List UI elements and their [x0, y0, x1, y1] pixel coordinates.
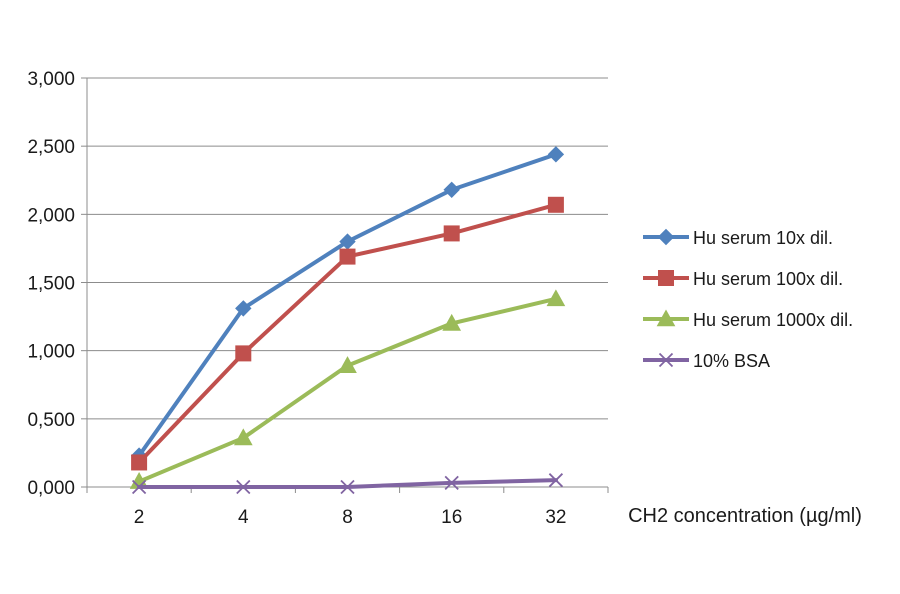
legend-label: 10% BSA [693, 351, 770, 371]
y-tick-label: 3,000 [27, 69, 75, 90]
data-point [548, 473, 564, 488]
data-point [235, 345, 252, 362]
legend-label: Hu serum 1000x dil. [693, 310, 853, 330]
gridlines [81, 77, 608, 488]
legend-item: Hu serum 10x dil. [643, 228, 833, 248]
data-point [444, 475, 459, 491]
legend: Hu serum 10x dil. Hu serum 100x dil. Hu se… [643, 228, 853, 371]
data-point [236, 479, 251, 495]
data-point [233, 428, 253, 446]
y-tick-label: 1,500 [27, 274, 75, 295]
legend-marker [657, 228, 675, 246]
legend-marker [658, 270, 674, 286]
data-point [442, 313, 462, 331]
data-point [339, 248, 356, 265]
series-line [137, 152, 558, 458]
y-tick-label: 0,500 [27, 410, 75, 431]
y-tick-label: 2,500 [27, 137, 75, 158]
legend-item: Hu serum 100x dil. [643, 269, 843, 289]
x-tick-label: 2 [134, 507, 145, 528]
data-point [131, 454, 148, 471]
x-tick-label: 16 [441, 507, 462, 528]
legend-label: Hu serum 100x dil. [693, 269, 843, 289]
y-tick-label: 1,000 [27, 342, 75, 363]
data-point [547, 196, 564, 213]
series-group [129, 146, 566, 495]
data-point [340, 479, 355, 495]
x-axis-label: CH2 concentration (µg/ml) [628, 505, 862, 527]
series-1 [130, 146, 565, 464]
data-point [443, 225, 460, 242]
data-point [131, 479, 147, 495]
series-2 [131, 196, 564, 471]
data-point [547, 146, 565, 163]
x-tick-label: 32 [545, 507, 566, 528]
legend-marker [658, 352, 674, 368]
data-point [443, 181, 460, 199]
legend-marker [656, 309, 676, 327]
legend-item: Hu serum 1000x dil. [643, 309, 853, 330]
legend-item: 10% BSA [643, 351, 770, 371]
series-4 [131, 473, 564, 495]
y-tick-label: 2,000 [27, 205, 75, 226]
x-tick-labels: 2 4 8 16 32 [86, 487, 609, 528]
series-line [137, 296, 558, 484]
data-point [338, 356, 357, 373]
y-tick-labels: 0,000 0,500 1,000 1,500 2,000 2,500 3,000 [27, 69, 75, 499]
data-point [235, 300, 252, 317]
x-tick-label: 4 [238, 507, 249, 528]
legend-label: Hu serum 10x dil. [693, 228, 833, 248]
data-point [546, 289, 566, 307]
y-tick-label: 0,000 [27, 478, 75, 499]
x-tick-label: 8 [342, 507, 353, 528]
series-3 [129, 289, 566, 489]
